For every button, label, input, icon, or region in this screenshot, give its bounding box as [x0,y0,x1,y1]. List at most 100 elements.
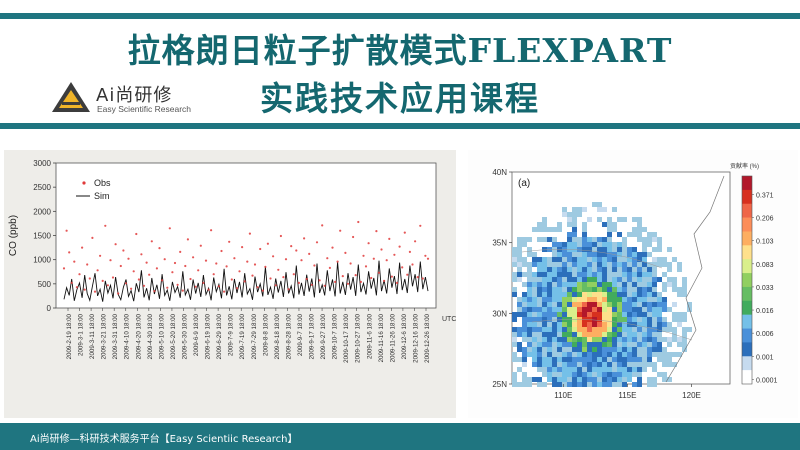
contribution-cell [612,357,617,362]
contribution-cell [547,347,552,352]
contribution-cell [542,227,547,232]
contribution-cell [682,292,687,297]
contribution-cell [652,277,657,282]
contribution-cell [597,327,602,332]
contribution-cell [582,242,587,247]
contribution-cell [587,357,592,362]
contribution-cell [597,272,602,277]
contribution-cell [627,302,632,307]
obs-point [383,279,386,282]
colorbar-tick-label: 0.033 [756,285,774,292]
contribution-cell [562,322,567,327]
contribution-cell [622,267,627,272]
contribution-cell [662,257,667,262]
contribution-cell [552,307,557,312]
contribution-cell [557,327,562,332]
lon-label: 110E [554,391,572,400]
contribution-cell [592,252,597,257]
contribution-cell [652,237,657,242]
obs-point [142,284,146,287]
contribution-cell [577,337,582,342]
contribution-cell [682,332,687,337]
contribution-cell [532,377,537,382]
contribution-cell [527,322,532,327]
contribution-heatmap: (a) 40N 35N 30N 25N 110E 115E 120E 贡献率 (%) 0.371… [492,162,777,400]
contribution-cell [572,347,577,352]
contribution-cell [587,367,592,372]
contribution-cell [662,362,667,367]
contribution-cell [627,272,632,277]
obs-point [132,270,135,273]
obs-point [78,273,81,276]
contribution-cell [567,292,572,297]
obs-point [272,255,275,258]
contribution-cell [602,322,607,327]
y-tick-label: 2500 [33,183,51,192]
contribution-cell [527,377,532,382]
contribution-cell [637,347,642,352]
contribution-cell [602,252,607,257]
contribution-cell [562,287,567,292]
obs-point [398,245,401,248]
contribution-cell [652,352,657,357]
contribution-cell [567,322,572,327]
x-tick-label: 2009-4-30 18:00 [147,313,154,359]
obs-point [130,287,133,290]
obs-point [104,224,107,227]
contribution-cell [587,287,592,292]
contribution-cell [647,252,652,257]
contribution-cell [547,317,552,322]
obs-point [269,277,272,280]
contribution-cell [627,357,632,362]
contribution-cell [592,242,597,247]
contribution-cell [667,377,672,382]
contribution-cell [637,327,642,332]
obs-point [114,243,117,246]
contribution-cell [622,357,627,362]
contribution-cell [637,362,642,367]
contribution-cell [532,317,537,322]
contribution-cell [537,382,542,387]
contribution-cell [647,242,652,247]
contribution-cell [512,247,517,252]
contribution-cell [682,342,687,347]
contribution-cell [642,292,647,297]
obs-point [179,250,182,253]
contribution-cell [582,277,587,282]
contribution-cell [522,272,527,277]
obs-point [68,251,71,254]
obs-point [173,261,177,265]
obs-point [421,277,424,280]
province-borders [521,249,693,341]
contribution-cell [567,337,572,342]
contribution-cell [622,352,627,357]
contribution-cell [587,277,592,282]
contribution-cell [587,377,592,382]
contribution-cell [512,342,517,347]
obs-point [375,230,378,233]
contribution-cell [572,282,577,287]
contribution-cell [632,217,637,222]
contribution-cell [647,287,652,292]
contribution-cell [662,347,667,352]
contribution-cell [612,372,617,377]
obs-point [344,251,347,254]
contribution-cell [552,267,557,272]
contribution-cell [662,262,667,267]
contribution-cell [582,257,587,262]
contribution-cell [512,312,517,317]
contribution-cell [642,347,647,352]
contribution-cell [617,377,622,382]
contribution-cell [612,322,617,327]
contribution-cell [547,282,552,287]
contribution-cell [592,372,597,377]
contribution-cell [617,257,622,262]
contribution-cell [537,237,542,242]
contribution-cell [602,332,607,337]
x-tick-label: 2009-12-6 18:00 [401,313,408,359]
contribution-cell [572,257,577,262]
contribution-cell [572,207,577,212]
contribution-cell [577,357,582,362]
contribution-cell [552,327,557,332]
contribution-cell [577,342,582,347]
